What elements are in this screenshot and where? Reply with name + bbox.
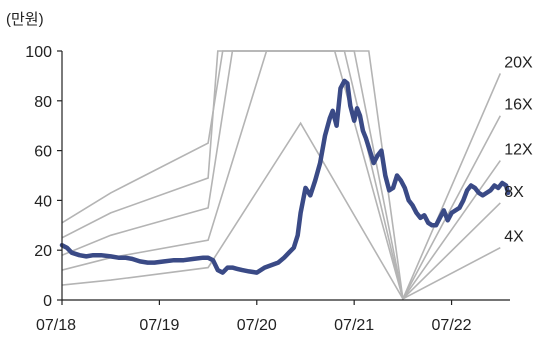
band-label-16x: 16X (504, 97, 533, 114)
y-tick-label: 40 (34, 193, 52, 210)
band-label-12x: 12X (504, 142, 533, 159)
axes (61, 51, 510, 301)
y-tick-label: 80 (34, 94, 52, 111)
x-tick-label: 07/18 (36, 317, 76, 334)
y-tick-label: 60 (34, 144, 52, 161)
x-tick-label: 07/22 (432, 317, 472, 334)
y-axis-ticks: 0 20 40 60 80 100 (25, 44, 62, 310)
band-label-20x: 20X (504, 54, 533, 71)
x-axis-ticks: 07/18 07/19 07/20 07/21 07/22 (36, 300, 472, 334)
band-label-8x: 8X (504, 184, 524, 201)
band-label-4x: 4X (504, 229, 524, 246)
band-line-4x (62, 121, 501, 300)
x-tick-label: 07/20 (237, 317, 277, 334)
price-series (59, 78, 511, 275)
x-tick-label: 07/21 (334, 317, 374, 334)
x-tick-label: 07/19 (139, 317, 179, 334)
y-tick-label: 0 (43, 293, 52, 310)
y-tick-label: 100 (25, 44, 52, 61)
y-unit-label: (만원) (6, 11, 44, 28)
band-labels: 20X 16X 12X 8X 4X (504, 54, 533, 245)
price-line (59, 78, 511, 275)
y-tick-label: 20 (34, 243, 52, 260)
